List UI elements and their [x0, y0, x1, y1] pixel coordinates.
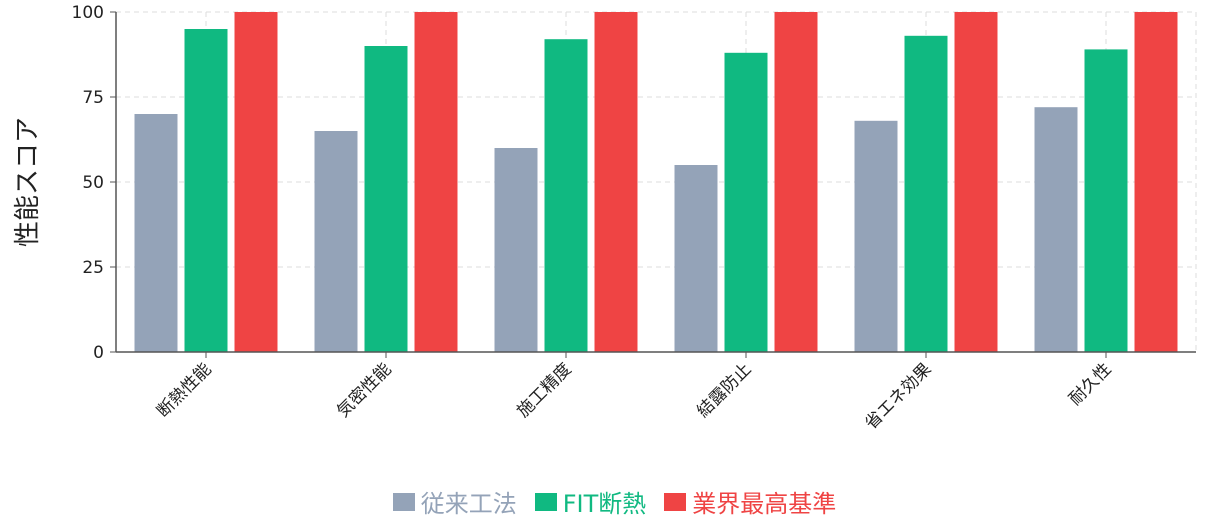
x-tick-labels: 断熱性能 気密性能 施工精度 結露防止 省エネ効果 耐久性: [153, 359, 1115, 433]
bar: [1134, 12, 1178, 352]
y-tick-label: 50: [82, 173, 104, 193]
bar: [1034, 107, 1078, 352]
legend-item[interactable]: FIT断熱: [534, 484, 647, 519]
bar: [674, 165, 718, 352]
x-tick-label: 省エネ効果: [861, 359, 935, 433]
bar: [724, 52, 768, 353]
x-tick-label: 断熱性能: [153, 359, 215, 421]
grid-lines: [116, 11, 1197, 353]
bar: [594, 12, 638, 352]
y-tick-label: 75: [82, 88, 104, 108]
bar: [544, 39, 588, 352]
bar-chart: 0 25 50 75 100 断熱性能 気密性能 施工精度 結露防止 省エネ効果 耐久性 性能スコ…: [13, 3, 1197, 434]
bar: [954, 12, 998, 352]
y-tick-label: 0: [93, 343, 104, 363]
legend-swatch: [664, 492, 687, 511]
x-tick-label: 結露防止: [693, 359, 755, 421]
bars: [134, 12, 1178, 353]
bar: [494, 148, 538, 352]
y-tick-label: 100: [72, 3, 104, 23]
bar: [134, 114, 178, 352]
x-tick-label: 耐久性: [1065, 359, 1115, 409]
axes: [110, 11, 1196, 358]
legend: 従来工法 FIT断熱 業界最高基準: [0, 484, 1229, 519]
legend-item[interactable]: 従来工法: [392, 484, 517, 519]
bar: [314, 131, 358, 352]
bar: [364, 46, 408, 352]
bar: [234, 12, 278, 352]
bar: [854, 120, 898, 352]
y-axis-label: 性能スコア: [13, 117, 43, 247]
bar: [414, 12, 458, 352]
bar: [904, 35, 948, 353]
x-tick-label: 施工精度: [513, 359, 575, 421]
bar: [1084, 49, 1128, 353]
bar: [184, 29, 228, 352]
legend-label: 業界最高基準: [692, 490, 837, 518]
legend-label: FIT断熱: [562, 490, 647, 518]
x-tick-label: 気密性能: [333, 359, 395, 421]
y-tick-labels: 0 25 50 75 100: [72, 3, 104, 363]
legend-swatch: [534, 492, 557, 511]
legend-label: 従来工法: [420, 490, 517, 518]
legend-item[interactable]: 業界最高基準: [664, 484, 836, 519]
bar: [774, 12, 818, 352]
y-tick-label: 25: [82, 258, 104, 278]
legend-swatch: [392, 492, 415, 511]
